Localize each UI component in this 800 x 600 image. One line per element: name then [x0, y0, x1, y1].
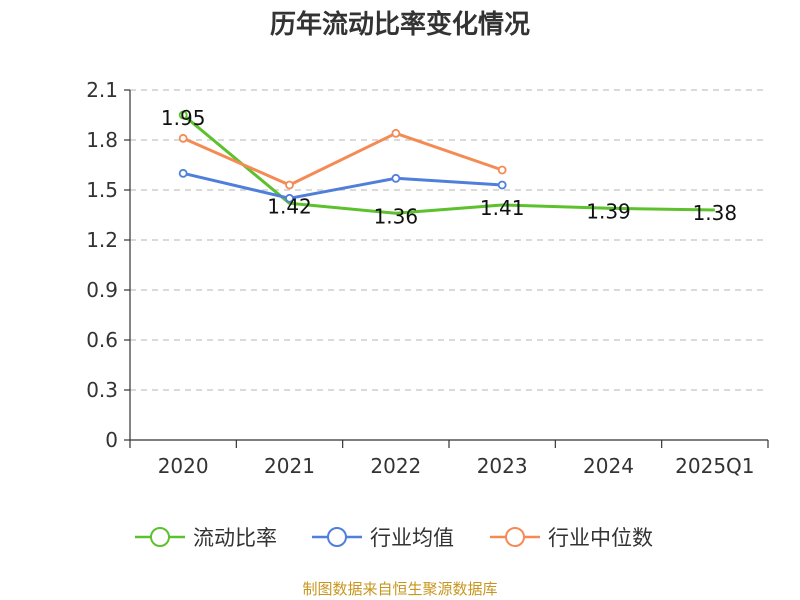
- legend: 流动比率 行业均值 行业中位数: [135, 526, 653, 550]
- data-label-1: 1.42: [267, 194, 312, 218]
- chart-title: 历年流动比率变化情况: [270, 9, 530, 40]
- y-tick-label-3: 0.9: [86, 278, 118, 302]
- data-label-5: 1.38: [693, 201, 738, 225]
- y-axis-ticks: 0 0.3 0.6 0.9 1.2 1.5 1.8 2.1: [86, 78, 130, 452]
- source-note: 制图数据来自恒生聚源数据库: [302, 580, 497, 598]
- x-tick-label-4: 2024: [583, 454, 634, 478]
- grid: [130, 89, 768, 391]
- series-group: [178, 110, 715, 215]
- series-2-point-0: [178, 133, 188, 143]
- series-2-point-1: [285, 180, 294, 190]
- y-tick-label-7: 2.1: [86, 78, 118, 102]
- data-label-2: 1.36: [374, 204, 419, 228]
- series-line-1: [182, 171, 503, 200]
- legend-label-1: 行业均值: [370, 526, 454, 550]
- legend-label-2: 行业中位数: [548, 526, 653, 550]
- y-tick-label-6: 1.8: [86, 128, 118, 152]
- data-label-0: 1.95: [161, 106, 206, 130]
- data-labels: 1.95 1.42 1.36 1.41 1.39 1.38: [161, 106, 737, 228]
- x-tick-label-1: 2021: [264, 454, 315, 478]
- legend-marker-1: [327, 527, 347, 547]
- legend-marker-0: [150, 527, 170, 547]
- series-2-point-2: [391, 128, 401, 138]
- x-tick-label-3: 2023: [477, 454, 528, 478]
- x-tick-label-0: 2020: [158, 454, 209, 478]
- y-tick-label-5: 1.5: [86, 178, 118, 202]
- series-1-point-0: [178, 168, 188, 178]
- y-tick-label-0: 0: [105, 428, 118, 452]
- legend-label-0: 流动比率: [193, 526, 277, 550]
- series-1-point-1: [285, 193, 294, 203]
- series-line-2: [182, 131, 503, 187]
- y-tick-label-1: 0.3: [86, 378, 118, 402]
- x-tick-label-5: 2025Q1: [675, 454, 754, 478]
- y-tick-label-2: 0.6: [86, 328, 118, 352]
- x-tick-label-2: 2022: [370, 454, 421, 478]
- series-1-point-2: [391, 173, 401, 183]
- legend-marker-2: [505, 527, 525, 547]
- series-line-0: [182, 113, 715, 215]
- series-2-point-3: [497, 165, 507, 175]
- series-1-point-3: [497, 180, 507, 190]
- series-0-point-0: [178, 110, 188, 120]
- y-tick-label-4: 1.2: [86, 228, 118, 252]
- data-label-3: 1.41: [480, 196, 525, 220]
- data-label-4: 1.39: [586, 199, 631, 223]
- x-axis-ticks: 2020 2021 2022 2023 2024 2025Q1: [129, 440, 769, 478]
- axes: [129, 90, 768, 441]
